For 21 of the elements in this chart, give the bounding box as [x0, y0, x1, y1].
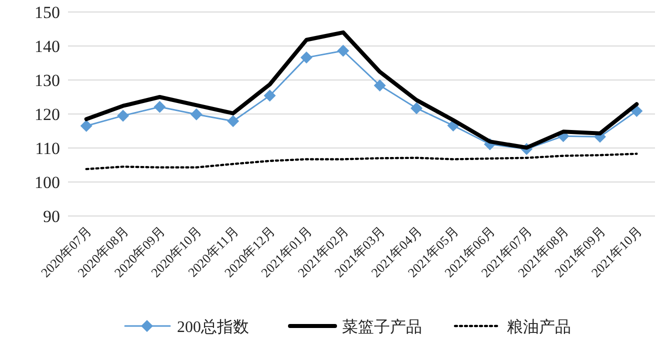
y-tick-label: 130 — [34, 71, 60, 90]
point — [117, 110, 130, 122]
point — [227, 115, 240, 128]
y-tick-label: 110 — [35, 139, 60, 158]
line-series — [85, 152, 638, 170]
y-tick-label: 90 — [43, 207, 60, 226]
legend-label: 200总指数 — [177, 318, 249, 336]
point — [264, 90, 276, 102]
point — [337, 44, 350, 57]
legend-label: 粮油产品 — [507, 318, 571, 336]
point — [80, 120, 92, 132]
point — [154, 100, 166, 113]
legend-label: 菜篮子产品 — [342, 318, 422, 336]
point — [374, 79, 386, 92]
y-tick-label: 140 — [34, 37, 60, 56]
y-tick-label: 120 — [34, 105, 60, 124]
point — [410, 102, 423, 114]
point — [300, 52, 312, 64]
y-tick-label: 150 — [34, 3, 60, 22]
point — [190, 108, 202, 120]
y-tick-label: 100 — [34, 173, 60, 192]
